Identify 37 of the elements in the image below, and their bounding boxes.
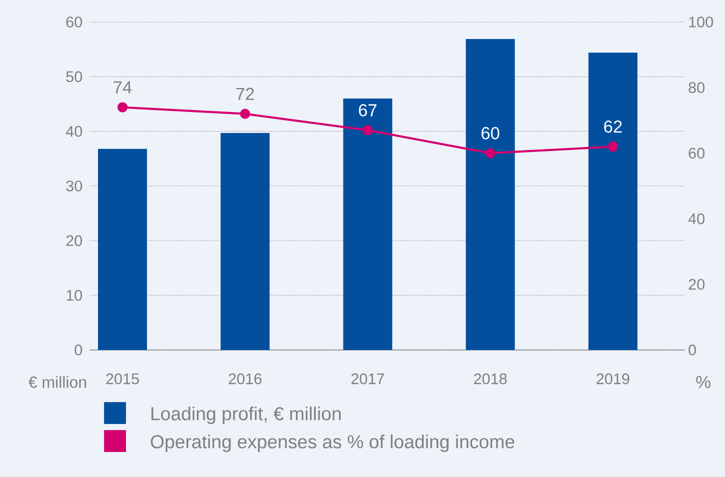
y2-tick-label: 20 (688, 278, 704, 290)
point (362, 125, 373, 136)
data-label: 72 (236, 88, 254, 100)
y2-tick-label: 40 (688, 213, 704, 224)
data-label: 74 (114, 81, 132, 94)
y-tick-label: 60 (66, 16, 82, 28)
legend-label: Loading profit, € million (151, 406, 341, 424)
y-tick-label: 20 (66, 235, 82, 246)
x-tick-label: 2015 (106, 373, 139, 384)
y-tick-label: 50 (66, 71, 82, 82)
x-tick-label: 2016 (228, 373, 262, 384)
point (608, 142, 618, 152)
bar (588, 52, 638, 350)
data-label: 60 (482, 127, 500, 140)
y-tick-label: 30 (66, 180, 82, 192)
y-tick-label: 40 (66, 126, 82, 137)
y2-tick-label: 0 (688, 344, 696, 356)
x-tick-label: 2018 (474, 373, 507, 384)
point (485, 148, 496, 158)
bar (343, 98, 392, 350)
y2-tick-label: 60 (688, 148, 704, 159)
bar (220, 132, 270, 350)
x-tick-label: 2019 (596, 373, 630, 384)
y2-axis-title: % (696, 376, 710, 388)
y-axis-title: € million (28, 376, 86, 388)
data-label: 62 (604, 120, 622, 133)
bar (466, 38, 515, 350)
data-label: 67 (358, 104, 376, 116)
bar (98, 148, 147, 350)
y2-tick-label: 80 (688, 82, 704, 94)
y2-tick-label: 100 (689, 16, 714, 28)
y-tick-label: 0 (74, 344, 82, 356)
legend-label: Operating expenses as % of loading income (150, 434, 514, 452)
point (117, 102, 128, 112)
y-tick-label: 10 (66, 290, 82, 301)
x-tick-label: 2017 (351, 373, 384, 384)
point (240, 108, 250, 119)
